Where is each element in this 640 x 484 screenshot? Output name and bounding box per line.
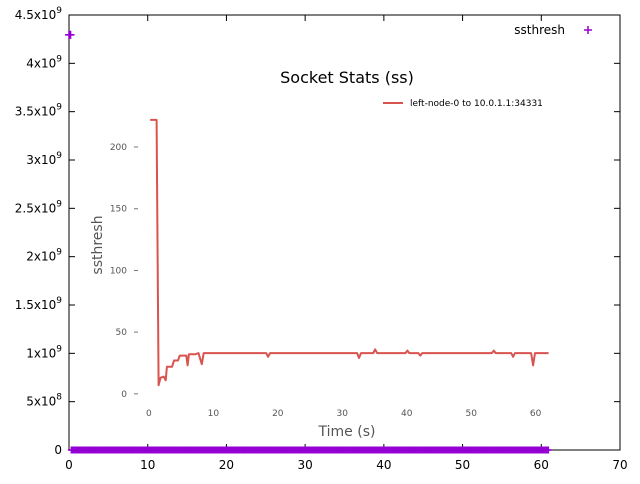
outer-x-tick-label: 20	[219, 458, 234, 472]
inner-y-axis: 0 50 100 150 200	[110, 143, 138, 400]
outer-x-tick-label: 0	[65, 458, 73, 472]
inner-y-tick-label: 200	[110, 143, 127, 153]
inner-x-axis-label: Time (s)	[318, 424, 376, 440]
outer-x-tick-label: 70	[612, 458, 627, 472]
inner-y-axis-label: ssthresh	[90, 215, 106, 274]
inner-x-tick-label: 10	[208, 409, 220, 419]
outer-y-tick-label: 4x109	[26, 54, 62, 70]
inner-y-tick-label: 100	[110, 266, 127, 276]
outer-legend-plus	[584, 26, 592, 34]
outer-x-tick-label: 10	[140, 458, 155, 472]
outer-y-tick-label: 1.5x109	[15, 296, 62, 312]
outer-x-tick-label: 40	[376, 458, 391, 472]
outer-y-tick-label: 3.5x109	[15, 103, 62, 119]
outer-x-tick-label: 30	[298, 458, 313, 472]
inner-legend-label: left-node-0 to 10.0.1.1:34331	[410, 99, 543, 109]
inner-series-marks	[150, 118, 549, 387]
inner-x-tick-label: 20	[272, 409, 284, 419]
outer-y-tick-label: 5x108	[26, 393, 62, 409]
inner-y-tick-label: 0	[121, 390, 127, 400]
outer-y-tick-label: 0	[54, 443, 62, 457]
inner-y-tick-label: 150	[110, 205, 127, 215]
outer-legend: ssthresh	[514, 23, 592, 37]
outer-y-axis: 0 5x108 1x109 1.5x109 2x109 2.5x109 3x109 3.5x1…	[15, 6, 620, 457]
outer-data-point	[66, 30, 75, 39]
inner-x-tick-label: 50	[465, 409, 477, 419]
outer-x-tick-label: 50	[455, 458, 470, 472]
inner-x-tick-label: 30	[337, 409, 349, 419]
outer-y-tick-label: 1x109	[26, 344, 62, 360]
outer-series-marks	[65, 30, 552, 454]
outer-baseline-point	[544, 446, 552, 454]
inner-chart-title: Socket Stats (ss)	[280, 68, 414, 87]
outer-legend-marker	[584, 26, 592, 34]
outer-plot: 0 5x108 1x109 1.5x109 2x109 2.5x109 3x109 3.5x1…	[15, 6, 628, 472]
inner-legend: left-node-0 to 10.0.1.1:34331	[383, 99, 543, 109]
inner-x-tick-label: 60	[530, 409, 542, 419]
inner-x-tick-label: 0	[146, 409, 152, 419]
outer-y-tick-label: 2x109	[26, 248, 62, 264]
outer-y-tick-label: 4.5x109	[15, 6, 62, 22]
inner-y-tick-label: 50	[116, 328, 128, 338]
inner-x-axis: 0 10 20 30 40 50 60	[146, 409, 542, 419]
inner-series-line	[150, 118, 549, 387]
outer-legend-label: ssthresh	[514, 23, 565, 37]
inner-plot: Socket Stats (ss) ssthresh Time (s) 0 50 1…	[90, 68, 549, 440]
outer-x-tick-label: 60	[534, 458, 549, 472]
inner-x-tick-label: 40	[401, 409, 413, 419]
outer-y-tick-label: 2.5x109	[15, 199, 62, 215]
outer-y-tick-label: 3x109	[26, 151, 62, 167]
